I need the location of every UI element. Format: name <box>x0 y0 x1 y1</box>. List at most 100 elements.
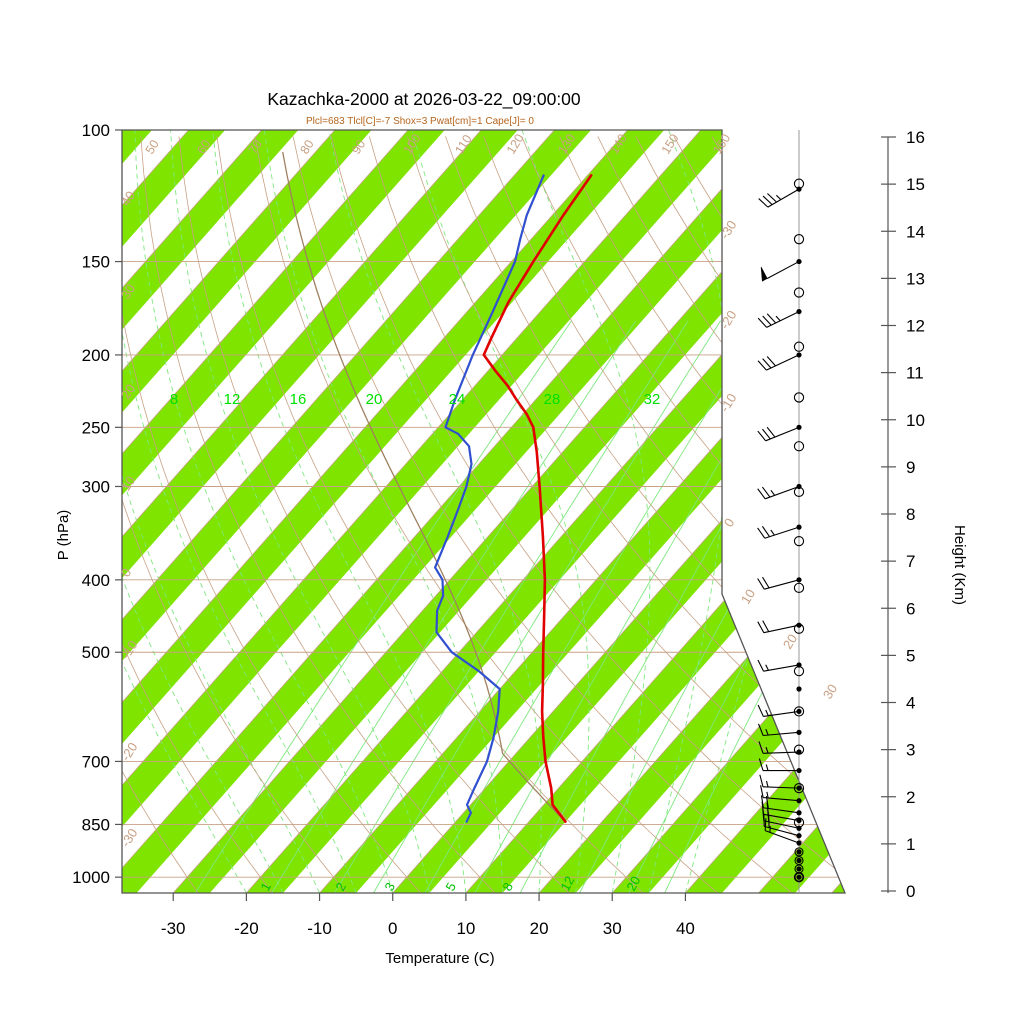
height-tick-label: 11 <box>906 364 924 383</box>
wind-barb <box>757 485 800 500</box>
wind-barb <box>757 354 800 371</box>
parcel-ascent-line <box>282 151 566 823</box>
height-axis-label: Height (Km) <box>951 525 968 605</box>
height-tick-label: 12 <box>906 317 925 336</box>
wind-barb <box>760 785 800 802</box>
mixing-ratio-line <box>334 320 689 893</box>
dry-adiabat-line <box>122 136 199 893</box>
dry-adiabat-line <box>178 136 570 893</box>
wind-barb <box>759 774 800 789</box>
height-tick-label: 13 <box>906 269 925 288</box>
dry-adiabat-line <box>368 136 845 893</box>
wind-km-marker <box>793 582 805 594</box>
wind-level-marker <box>796 483 802 490</box>
height-tick-label: 16 <box>906 128 925 147</box>
mixing-ratio-label: 8 <box>170 391 178 408</box>
temperature-tick-label: 10 <box>456 919 475 938</box>
wind-level-marker <box>796 849 802 855</box>
wind-barb <box>757 311 800 328</box>
mixing-ratio-line <box>664 320 845 893</box>
wind-km-marker <box>793 287 805 298</box>
pressure-tick-label: 300 <box>82 477 110 496</box>
dry-adiabat-line <box>330 136 845 893</box>
isotherm-line <box>611 130 845 893</box>
pressure-axis: 100 150 200 250 300 400 500 700 850 1000 <box>72 121 122 887</box>
wind-km-marker <box>793 744 805 755</box>
temperature-tick-label: 20 <box>530 919 549 938</box>
pressure-tick-label: 700 <box>82 752 110 771</box>
moist-band <box>122 130 811 893</box>
wind-barb <box>758 758 799 772</box>
height-tick-label: 14 <box>906 222 925 241</box>
wind-level-marker <box>796 729 802 735</box>
wind-level-marker <box>796 749 802 755</box>
pressure-axis-label: P (hPa) <box>55 510 72 561</box>
isotherm-line <box>122 130 336 893</box>
mixing-ratio-line <box>474 320 805 893</box>
wind-level-marker <box>796 352 802 358</box>
wind-barb <box>757 526 800 539</box>
wind-km-marker <box>793 486 805 498</box>
wind-level-marker <box>796 686 802 692</box>
wind-km-marker <box>793 234 805 245</box>
mixing-ratio-line <box>194 320 572 893</box>
pressure-tick-label: 100 <box>82 121 110 140</box>
temperature-tick-label: 30 <box>603 919 622 938</box>
isotherm-line <box>122 130 482 893</box>
height-tick-label: 7 <box>906 552 915 571</box>
mixing-ratio-label: 28 <box>544 391 561 408</box>
moist-band <box>122 130 591 893</box>
wind-km-marker <box>793 535 805 547</box>
height-tick-label: 10 <box>906 411 925 430</box>
wind-barb <box>757 704 800 717</box>
height-tick-label: 0 <box>906 882 915 901</box>
isotherm-label-left: 30 <box>118 281 138 301</box>
temperature-tick-label: -30 <box>161 919 186 938</box>
temperature-tick-label: -20 <box>234 919 259 938</box>
pressure-tick-label: 400 <box>82 571 110 590</box>
dry-adiabat-line <box>122 136 422 893</box>
wind-level-marker <box>796 798 802 804</box>
moist-band <box>122 130 445 893</box>
mixing-ratio-label: 12 <box>224 391 241 408</box>
isotherm-label-left: 20 <box>118 381 138 401</box>
parcel-path <box>282 151 566 823</box>
mixing-ratio-label: 24 <box>449 391 466 408</box>
temperature-profile <box>482 174 593 823</box>
dewpoint-profile <box>434 174 545 823</box>
wind-km-marker <box>793 392 805 403</box>
wind-barb <box>794 847 804 857</box>
pressure-tick-label: 500 <box>82 643 110 662</box>
mixing-ratio-label: 16 <box>290 391 307 408</box>
moist-band <box>539 130 845 893</box>
wind-level-marker <box>796 840 802 846</box>
page-title: Kazachka-2000 at 2026-03-22_09:00:00 <box>267 89 581 110</box>
wind-barb <box>764 818 800 844</box>
wind-level-marker <box>796 857 802 864</box>
mixing-ratio-line <box>373 320 721 893</box>
isotherm-line <box>122 130 555 893</box>
wind-barbs <box>757 178 805 883</box>
dry-adiabat-line <box>483 136 845 893</box>
wind-km-marker <box>793 666 805 677</box>
wind-level-marker <box>796 767 802 774</box>
isotherm-line <box>319 130 845 893</box>
mixing-ratio-line <box>424 320 764 893</box>
moist-band <box>122 130 665 893</box>
moist-band <box>319 130 845 893</box>
dry-adiabat-label: 50 <box>143 137 162 156</box>
height-tick-label: 9 <box>906 458 915 477</box>
wind-barb <box>757 723 800 737</box>
dry-adiabat-line <box>122 136 273 893</box>
isotherm-line <box>122 130 775 893</box>
pressure-tick-label: 200 <box>82 346 110 365</box>
dry-adiabat-line <box>140 136 496 893</box>
wind-km-marker <box>793 623 805 634</box>
sounding-indices: Plcl=683 Tlcl[C]=-7 Shox=3 Pwat[cm]=1 Ca… <box>306 116 534 127</box>
isotherm-label-right: 20 <box>780 631 800 651</box>
wind-barb <box>758 741 800 754</box>
wind-level-marker <box>796 308 802 315</box>
wind-level-marker <box>796 258 802 265</box>
